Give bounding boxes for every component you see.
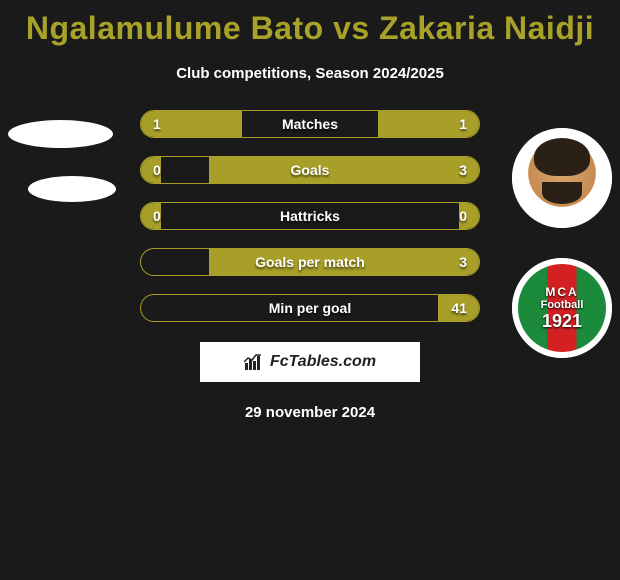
- comparison-title: Ngalamulume Bato vs Zakaria Naidji: [0, 0, 620, 47]
- snapshot-date: 29 november 2024: [0, 404, 620, 421]
- player1-name: Ngalamulume Bato: [26, 10, 324, 46]
- stat-label: Goals: [291, 162, 330, 178]
- stat-label: Hattricks: [280, 208, 340, 224]
- stat-value-left: 0: [153, 162, 161, 178]
- stat-value-left: 1: [153, 116, 161, 132]
- stats-area: 1 Matches 1 0 Goals 3 0 Hattricks 0 Goal…: [0, 110, 620, 322]
- stat-row-goals: 0 Goals 3: [140, 156, 480, 184]
- stat-value-right: 0: [459, 208, 467, 224]
- player2-name: Zakaria Naidji: [379, 10, 594, 46]
- stat-value-left: 0: [153, 208, 161, 224]
- branding-label: FcTables.com: [270, 353, 376, 371]
- stat-value-right: 41: [451, 300, 467, 316]
- bar-chart-icon: [244, 353, 264, 371]
- vs-text: vs: [333, 10, 370, 46]
- stat-label: Min per goal: [269, 300, 351, 316]
- stat-value-right: 3: [459, 162, 467, 178]
- stat-value-right: 3: [459, 254, 467, 270]
- stat-row-min-per-goal: Min per goal 41: [140, 294, 480, 322]
- stat-label: Goals per match: [255, 254, 365, 270]
- stat-row-hattricks: 0 Hattricks 0: [140, 202, 480, 230]
- stat-row-goals-per-match: Goals per match 3: [140, 248, 480, 276]
- stat-value-right: 1: [459, 116, 467, 132]
- stat-label: Matches: [282, 116, 338, 132]
- stat-row-matches: 1 Matches 1: [140, 110, 480, 138]
- competition-subtitle: Club competitions, Season 2024/2025: [0, 65, 620, 82]
- stat-fill-right: [209, 157, 479, 183]
- fctables-branding: FcTables.com: [200, 342, 420, 382]
